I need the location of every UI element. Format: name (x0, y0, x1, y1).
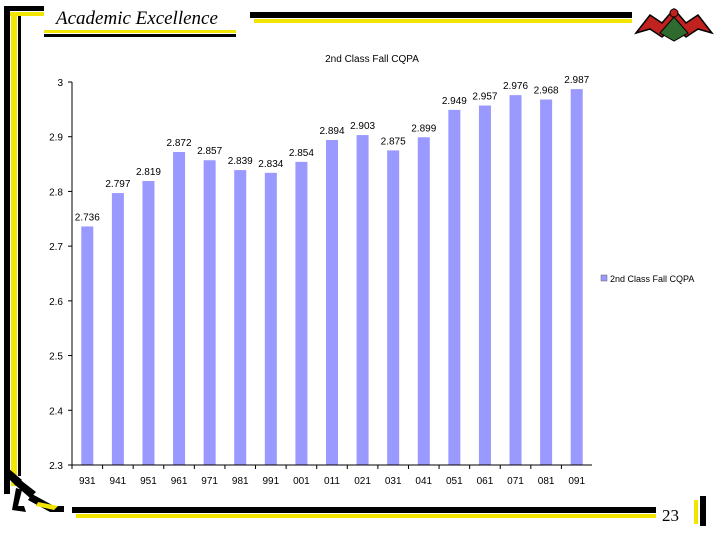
bar (387, 150, 400, 465)
bar (142, 181, 155, 466)
frame-left-yellow (11, 16, 17, 486)
legend: 2nd Class Fall CQPA (600, 274, 694, 284)
frame-top-black-right (250, 12, 632, 18)
x-tick-label: 001 (293, 476, 310, 487)
data-label: 2.976 (503, 81, 528, 92)
data-label: 2.872 (167, 138, 192, 149)
x-tick-label: 021 (354, 476, 371, 487)
x-tick-label: 071 (507, 476, 524, 487)
data-label: 2.894 (319, 126, 344, 137)
y-tick-label: 2.4 (49, 406, 63, 417)
bars-group (81, 89, 583, 466)
frame-left-black (4, 6, 10, 494)
x-tick-label: 091 (568, 476, 585, 487)
data-label: 2.834 (258, 159, 283, 170)
bar (326, 139, 338, 466)
x-tick-label: 941 (110, 476, 127, 487)
eagle-crest-icon (633, 7, 715, 42)
legend-label: 2nd Class Fall CQPA (610, 274, 694, 284)
frame-top-yellow-right (254, 19, 632, 23)
data-label: 2.903 (350, 121, 375, 132)
x-tick-label: 011 (324, 476, 340, 487)
y-tick-label: 2.6 (49, 297, 63, 308)
frame-bottom-yellow (76, 514, 656, 518)
bar (570, 89, 583, 465)
x-tick-label: 971 (201, 476, 218, 487)
y-tick-label: 2.3 (49, 461, 63, 472)
y-tick-label: 2.7 (49, 242, 63, 253)
bar (173, 152, 186, 465)
x-axis: 931 941 951 961 971 981 991 001 011 021 031 041 051 0… (71, 464, 592, 487)
slide-title: Academic Excellence (56, 8, 218, 29)
y-tick-label: 3 (57, 78, 63, 89)
frame-title-underline-yellow (44, 30, 236, 33)
bar (509, 95, 522, 465)
y-axis: 2.3 2.4 2.5 2.6 2.7 2.8 2.9 3 (49, 78, 73, 472)
data-label: 2.839 (228, 156, 253, 167)
y-tick-label: 2.5 (49, 352, 63, 363)
frame-top-black-left (4, 6, 44, 11)
data-label: 2.899 (411, 123, 436, 134)
x-tick-label: 991 (262, 476, 279, 487)
data-label: 2.736 (75, 212, 100, 223)
data-label: 2.857 (197, 146, 222, 157)
data-labels-group: 2.736 2.797 2.819 2.872 2.857 2.839 2.834 2.854… (75, 75, 590, 223)
y-tick-label: 2.8 (49, 187, 63, 198)
bar (448, 109, 461, 465)
x-tick-label: 051 (446, 476, 463, 487)
bar (111, 193, 124, 465)
page-number: 23 (662, 506, 679, 525)
data-label: 2.819 (136, 167, 161, 178)
x-tick-label: 931 (79, 476, 96, 487)
data-label: 2.987 (564, 75, 589, 86)
bar (478, 105, 491, 465)
data-label: 2.875 (381, 136, 406, 147)
bar (540, 99, 553, 465)
bar (234, 170, 247, 465)
x-tick-label: 031 (385, 476, 402, 487)
frame-right-yellow (694, 500, 698, 524)
x-tick-label: 981 (232, 476, 249, 487)
chart-title: 2nd Class Fall CQPA (325, 54, 419, 65)
y-tick-label: 2.9 (49, 133, 63, 144)
runner-logo-icon (6, 468, 64, 512)
x-tick-label: 961 (171, 476, 188, 487)
data-label: 2.949 (442, 96, 467, 107)
bar (356, 135, 369, 465)
x-tick-label: 951 (140, 476, 157, 487)
frame-title-underline-black (44, 34, 236, 37)
legend-swatch (600, 274, 608, 282)
x-tick-label: 081 (538, 476, 555, 487)
bar (203, 160, 216, 465)
frame-left-inner-black (18, 16, 21, 476)
data-label: 2.797 (105, 179, 130, 190)
x-tick-label: 061 (477, 476, 494, 487)
data-label: 2.968 (534, 86, 559, 97)
bar (417, 137, 430, 466)
bar (295, 161, 308, 465)
x-tick-label: 041 (415, 476, 432, 487)
frame-right-black (700, 496, 706, 526)
data-label: 2.854 (289, 148, 314, 159)
frame-bottom-black (72, 507, 656, 513)
bar (264, 172, 277, 465)
frame-top-yellow-left (6, 12, 44, 16)
data-label: 2.957 (472, 92, 497, 103)
bar (81, 226, 94, 465)
